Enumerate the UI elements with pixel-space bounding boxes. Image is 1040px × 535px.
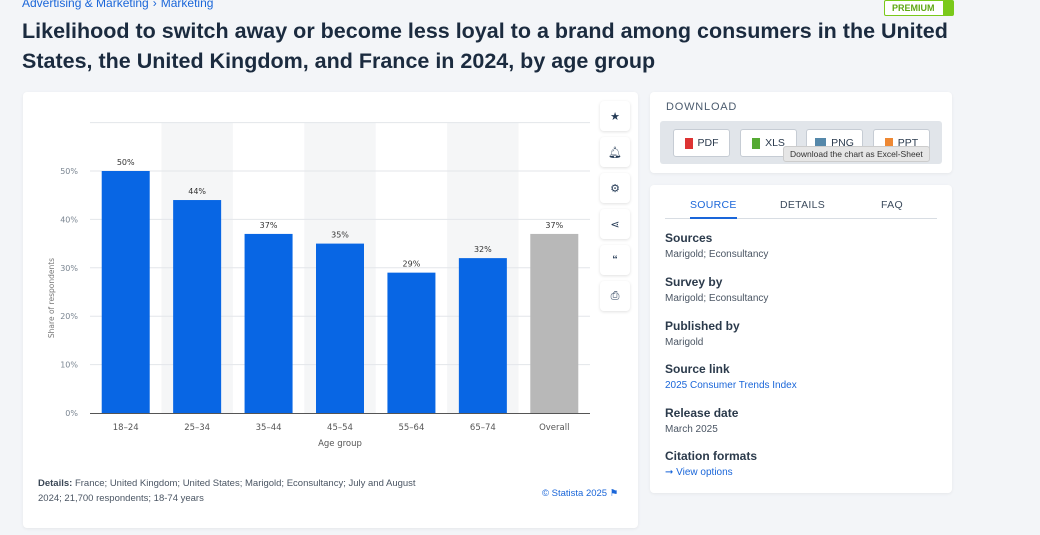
ppt-file-icon xyxy=(884,137,893,149)
xls-file-icon xyxy=(752,137,761,149)
settings-button[interactable]: ⚙ xyxy=(600,173,630,203)
quote-icon: “ xyxy=(612,254,618,266)
section-heading: Published by xyxy=(665,319,740,333)
section-heading: Survey by xyxy=(665,275,723,289)
data-label: 29% xyxy=(403,260,421,269)
tooltip: Download the chart as Excel-Sheet xyxy=(783,146,930,162)
section-heading: Source link xyxy=(665,362,730,376)
y-tick-label: 0% xyxy=(65,409,78,418)
download-card: DOWNLOAD PDF XLS PNG PPT xyxy=(650,92,952,173)
tab-faq[interactable]: FAQ xyxy=(881,199,903,211)
source-link-section: Source link 2025 Consumer Trends Index xyxy=(665,362,797,391)
data-label: 37% xyxy=(545,221,563,230)
source-tabs: SOURCE DETAILS FAQ xyxy=(665,199,937,219)
x-tick-label: 45–54 xyxy=(327,423,353,433)
section-heading: Sources xyxy=(665,231,713,245)
bar-Overall xyxy=(530,233,579,413)
breadcrumb: Advertising & Marketing › Marketing xyxy=(22,0,217,10)
x-tick-label: 18–24 xyxy=(113,423,139,433)
flag-icon: ⚑ xyxy=(609,488,619,499)
tab-details[interactable]: DETAILS xyxy=(780,199,826,211)
gear-icon: ⚙ xyxy=(610,182,620,195)
breadcrumb-link-marketing[interactable]: Marketing xyxy=(160,0,214,10)
y-tick-label: 30% xyxy=(60,264,78,273)
credit-text[interactable]: © Statista 2025 xyxy=(542,488,608,499)
section-value: Marigold; Econsultancy xyxy=(665,249,769,260)
print-button[interactable]: ⎙ xyxy=(600,281,630,311)
chart-details: Details: France; United Kingdom; United … xyxy=(38,476,438,506)
bell-icon: 🔔︎ xyxy=(608,146,622,159)
x-tick-label: 65–74 xyxy=(470,423,496,433)
x-tick-label: 55–64 xyxy=(398,423,424,433)
png-file-icon xyxy=(815,137,827,149)
section-value: March 2025 xyxy=(665,424,718,435)
notification-button[interactable]: 🔔︎ xyxy=(600,137,630,167)
data-label: 44% xyxy=(188,187,206,196)
source-link[interactable]: 2025 Consumer Trends Index xyxy=(665,380,797,391)
xls-label: XLS xyxy=(765,137,785,149)
source-card: SOURCE DETAILS FAQ Sources Marigold; Econ… xyxy=(650,185,952,493)
share-button[interactable]: ⋖ xyxy=(600,209,630,239)
download-bar: PDF XLS PNG PPT xyxy=(660,121,942,164)
published-by-section: Published by Marigold xyxy=(665,319,740,348)
data-label: 35% xyxy=(331,231,349,240)
details-label: Details: xyxy=(38,478,73,489)
section-value: Marigold; Econsultancy xyxy=(665,293,769,304)
bar-65-74 xyxy=(458,258,507,413)
bar-18-24 xyxy=(101,171,150,413)
premium-icon xyxy=(943,1,953,15)
sources-section: Sources Marigold; Econsultancy xyxy=(665,231,768,260)
pdf-label: PDF xyxy=(697,137,719,149)
premium-label: PREMIUM xyxy=(892,3,935,13)
favorite-button[interactable]: ★ xyxy=(600,101,630,131)
breadcrumb-link-advertising[interactable]: Advertising & Marketing xyxy=(22,0,149,10)
download-pdf-button[interactable]: PDF xyxy=(673,129,730,157)
breadcrumb-separator: › xyxy=(152,0,157,10)
section-heading: Citation formats xyxy=(665,449,758,463)
pdf-file-icon xyxy=(684,137,693,149)
details-text: France; United Kingdom; United States; M… xyxy=(38,478,416,504)
x-tick-label: 35–44 xyxy=(256,423,282,433)
x-tick-label: 25–34 xyxy=(184,423,210,433)
y-tick-label: 40% xyxy=(60,215,78,224)
citation-section: Citation formats ➞ View options xyxy=(665,449,757,478)
bar-25-34 xyxy=(173,200,222,413)
data-label: 37% xyxy=(260,221,278,230)
data-label: 32% xyxy=(474,245,492,254)
view-options-link[interactable]: ➞ View options xyxy=(665,467,733,478)
y-tick-label: 10% xyxy=(60,361,78,370)
data-label: 50% xyxy=(117,158,135,167)
bar-35-44 xyxy=(244,233,293,413)
bar-chart: 0% 10% 20% 30% 40% 50% 50% 18–24 44% 25–34 37% 35–4… xyxy=(47,122,590,449)
bar-45-54 xyxy=(316,243,364,413)
survey-by-section: Survey by Marigold; Econsultancy xyxy=(665,275,768,304)
release-date-section: Release date March 2025 xyxy=(665,406,738,435)
y-tick-label: 50% xyxy=(60,167,78,176)
section-value: Marigold xyxy=(665,337,704,348)
x-tick-label: Overall xyxy=(539,423,569,433)
print-icon: ⎙ xyxy=(610,289,620,302)
y-axis-title: Share of respondents xyxy=(47,258,56,338)
x-axis-title: Age group xyxy=(318,439,362,449)
section-heading: Release date xyxy=(665,406,739,420)
y-tick-label: 20% xyxy=(60,312,78,321)
tab-source[interactable]: SOURCE xyxy=(690,199,737,219)
bar-55-64 xyxy=(387,272,436,413)
page-title: Likelihood to switch away or become less… xyxy=(22,19,948,73)
share-icon: ⋖ xyxy=(610,218,620,231)
star-icon: ★ xyxy=(610,110,620,123)
statista-credit[interactable]: © Statista 2025 ⚑ xyxy=(542,488,618,499)
download-heading: DOWNLOAD xyxy=(666,101,738,113)
chart-card: 0% 10% 20% 30% 40% 50% 50% 18–24 44% 25–34 37% 35–4… xyxy=(23,92,638,528)
cite-button[interactable]: “ xyxy=(600,245,630,275)
premium-badge: PREMIUM xyxy=(884,0,954,16)
